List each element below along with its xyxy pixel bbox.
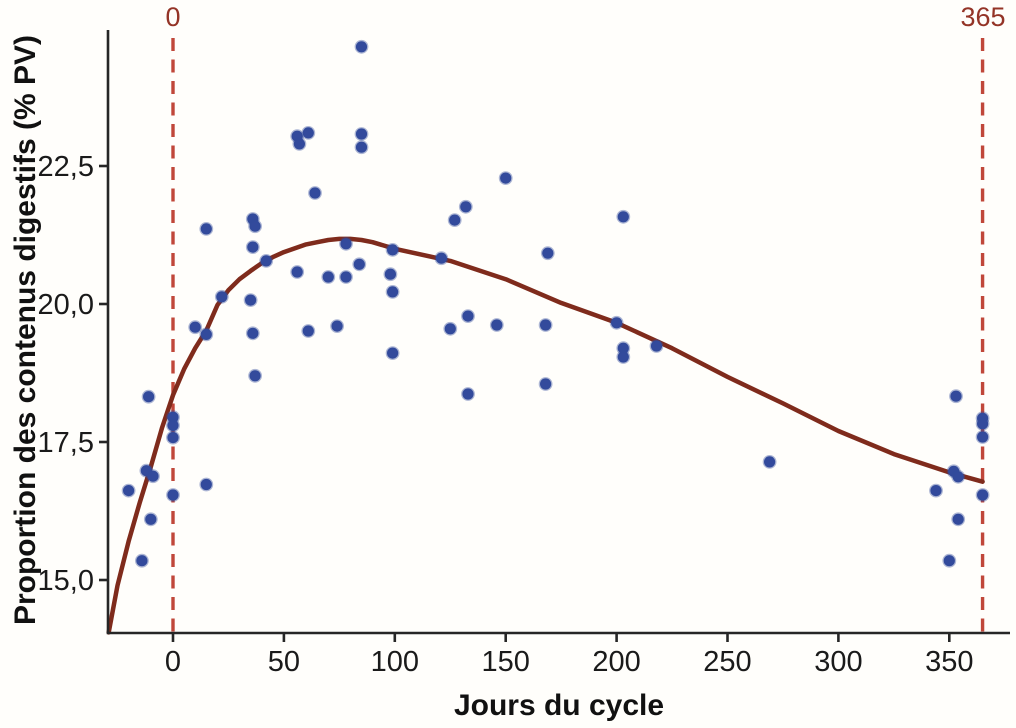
data-point (214, 289, 229, 304)
trend-curve (106, 236, 985, 635)
data-point (540, 246, 555, 261)
data-point (498, 171, 513, 185)
data-point (248, 368, 262, 383)
x-axis-title: Jours du cycle (453, 689, 665, 722)
data-point (248, 219, 262, 234)
data-point (951, 512, 966, 527)
data-point (354, 39, 369, 54)
data-point (975, 430, 990, 444)
data-point (649, 339, 664, 353)
data-point (609, 315, 624, 330)
data-point (308, 186, 322, 200)
data-point (385, 284, 400, 299)
data-point (199, 221, 214, 236)
data-point (301, 324, 316, 338)
reference-label-0: 0 (165, 2, 181, 32)
x-tick-label: 350 (925, 646, 973, 678)
data-point (616, 209, 631, 224)
x-tick-label: 300 (814, 646, 862, 678)
data-point (143, 512, 158, 527)
y-tick-label: 20,0 (38, 289, 94, 321)
data-point (385, 346, 400, 360)
data-point (354, 127, 369, 141)
data-point (146, 469, 160, 484)
x-tick-label: 250 (703, 646, 751, 678)
data-point (538, 377, 553, 391)
data-point (330, 319, 344, 333)
data-point (301, 125, 316, 140)
y-tick-label: 15,0 (38, 565, 94, 597)
data-point (975, 416, 990, 431)
data-point (321, 270, 336, 284)
data-point (352, 257, 367, 272)
data-point (443, 321, 458, 336)
reference-label-365: 365 (960, 2, 1006, 32)
data-point (489, 318, 504, 332)
x-tick-label: 100 (371, 646, 419, 678)
y-tick-label: 17,5 (38, 427, 94, 459)
data-point (616, 350, 631, 364)
x-tick-label: 50 (268, 646, 300, 678)
data-point (243, 293, 258, 307)
data-point (339, 236, 353, 251)
data-point (245, 326, 260, 341)
x-tick-label: 200 (592, 646, 640, 678)
y-axis-title: Proportion des contenus digestifs (% PV) (9, 34, 42, 626)
data-point (259, 253, 274, 268)
data-point (141, 389, 156, 404)
data-point (762, 454, 777, 469)
data-point (942, 553, 957, 568)
data-point (166, 430, 180, 445)
data-point (458, 199, 473, 214)
data-point (461, 387, 475, 401)
data-point (929, 483, 943, 498)
data-point (385, 242, 400, 257)
data-point (121, 483, 136, 498)
data-point (383, 267, 398, 282)
data-point (434, 251, 449, 266)
data-point (354, 140, 369, 155)
data-point (951, 469, 966, 484)
data-point (199, 477, 214, 492)
data-point (290, 265, 305, 279)
data-point (339, 270, 353, 284)
x-tick-label: 150 (482, 646, 530, 678)
data-point (447, 213, 462, 227)
x-tick-label: 0 (165, 646, 181, 678)
data-point (461, 309, 475, 323)
data-point (166, 488, 180, 502)
y-tick-label: 22,5 (38, 151, 94, 183)
data-point (292, 136, 307, 151)
data-point (199, 327, 214, 342)
data-point (166, 418, 180, 433)
data-point (245, 240, 260, 254)
data-point (134, 553, 149, 568)
data-point (949, 389, 963, 404)
data-point (188, 320, 203, 335)
data-point (538, 318, 553, 332)
data-point (975, 488, 990, 502)
